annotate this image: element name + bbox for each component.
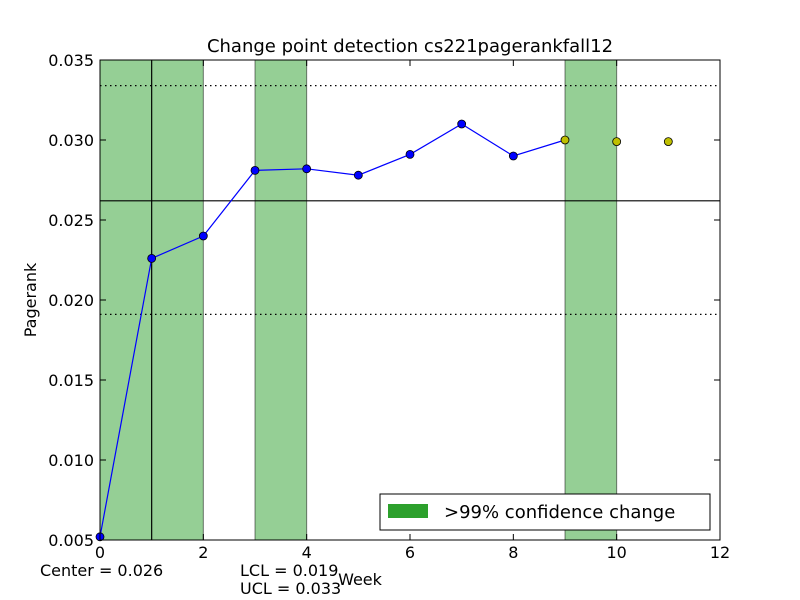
ucl-stat: UCL = 0.033	[240, 579, 342, 598]
x-tick-label-6: 12	[710, 543, 730, 562]
x-tick-label-4: 8	[508, 543, 518, 562]
x-tick-label-0: 0	[95, 543, 105, 562]
change-regions	[99, 59, 618, 541]
x-tick-label-1: 2	[198, 543, 208, 562]
data-point-10	[612, 137, 622, 147]
y-tick-label-6: 0.035	[48, 51, 94, 70]
center-stat: Center = 0.026	[40, 561, 164, 580]
data-point-1	[147, 253, 157, 263]
chart-title: Change point detection cs221pagerankfall…	[207, 36, 613, 57]
y-tick-label-0: 0.005	[48, 531, 94, 550]
legend-box	[379, 493, 711, 531]
y-tick-label-2: 0.015	[48, 371, 94, 390]
y-axis-label: Pagerank	[21, 262, 40, 337]
legend-label: >99% confidence change	[444, 502, 675, 523]
data-point-11	[663, 137, 673, 147]
reference-lines	[100, 60, 720, 540]
y-tick-label-5: 0.030	[48, 131, 94, 150]
axis-ticks: 0 2 4 6 8 10 12 0.005 0.010 0.015 0.020 0.025 0.030 0…	[48, 51, 730, 562]
legend: >99% confidence change	[379, 493, 711, 531]
data-point-4	[302, 164, 312, 174]
data-point-8	[508, 151, 518, 161]
x-tick-label-2: 4	[302, 543, 312, 562]
data-point-5	[353, 170, 363, 180]
data-point-9	[560, 135, 570, 145]
lcl-stat: LCL = 0.019	[240, 561, 339, 580]
change-region-2	[254, 59, 308, 541]
y-tick-label-3: 0.020	[48, 291, 94, 310]
y-tick-label-4: 0.025	[48, 211, 94, 230]
data-point-6	[405, 149, 415, 159]
legend-swatch	[388, 504, 428, 518]
data-series	[95, 119, 673, 542]
x-tick-label-3: 6	[405, 543, 415, 562]
change-region-0	[99, 59, 153, 541]
data-point-7	[457, 119, 467, 129]
data-point-2	[198, 231, 208, 241]
change-region-3	[564, 59, 618, 541]
change-region-1	[151, 59, 204, 541]
x-axis-label: Week	[338, 570, 383, 589]
series-line-0	[99, 123, 566, 537]
x-tick-label-5: 10	[606, 543, 626, 562]
y-tick-label-1: 0.010	[48, 451, 94, 470]
data-point-3	[250, 165, 260, 175]
